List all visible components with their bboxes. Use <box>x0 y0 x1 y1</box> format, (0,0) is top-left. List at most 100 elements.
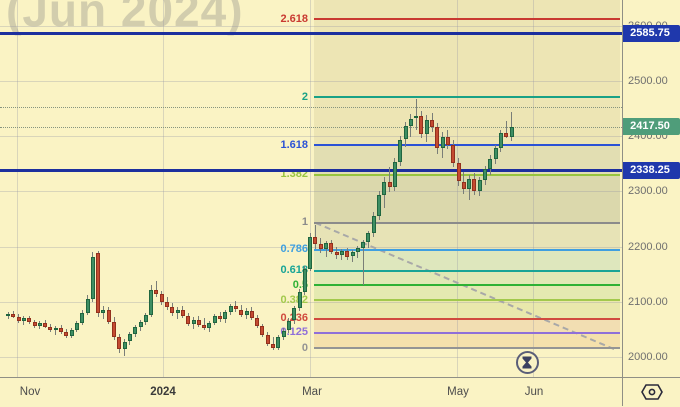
candle <box>186 316 191 324</box>
fib-line-1[interactable] <box>314 221 620 224</box>
candle <box>451 145 456 163</box>
fib-line-0.236[interactable] <box>314 317 620 320</box>
candle <box>472 179 477 192</box>
fib-band-2 <box>314 97 620 145</box>
candle <box>122 341 127 350</box>
fib-line-0.382[interactable] <box>314 299 620 302</box>
candle <box>504 132 509 138</box>
candle <box>456 162 461 182</box>
v-gridline <box>533 0 534 377</box>
candle <box>334 252 339 256</box>
candle-wick <box>325 241 327 257</box>
fib-line-0.786[interactable] <box>314 248 620 251</box>
fib-band-6 <box>314 249 620 271</box>
candle <box>281 330 286 338</box>
candle <box>154 289 159 294</box>
time-label-2024: 2024 <box>150 386 176 398</box>
candle <box>21 318 26 321</box>
chart-canvas[interactable]: (Jun 2024) 2.618 2 1.618 1.382 1 0.786 0.618 0.… <box>0 0 622 377</box>
fib-line-0.125[interactable] <box>314 331 620 334</box>
candle <box>313 236 318 245</box>
price-tick-label: 2000.00 <box>628 351 668 363</box>
candle <box>329 243 334 253</box>
candle-wick <box>415 98 417 130</box>
fib-line-1.382[interactable] <box>314 173 620 176</box>
candle <box>43 322 48 327</box>
candle <box>371 215 376 234</box>
time-label-Jun: Jun <box>524 386 544 398</box>
fib-label-1.382: 1.382 <box>280 168 308 181</box>
candle <box>196 319 201 325</box>
v-gridline <box>163 0 164 377</box>
candle <box>27 318 32 323</box>
candle <box>6 313 10 316</box>
horizontal-ray-2585.75[interactable] <box>0 32 622 36</box>
v-gridline <box>310 0 311 377</box>
fib-band-11 <box>314 332 620 349</box>
price-scale-settings-icon[interactable] <box>640 382 664 402</box>
candle <box>233 306 238 310</box>
candle <box>377 194 381 216</box>
fib-label-0: 0 <box>301 341 308 354</box>
expiry-hourglass-marker[interactable] <box>515 350 539 374</box>
candle <box>191 319 196 324</box>
candle <box>435 127 440 149</box>
candle <box>53 328 58 331</box>
candle <box>127 333 132 342</box>
fib-label-0.786: 0.786 <box>280 243 308 255</box>
price-badge-2338.25[interactable]: 2338.25 <box>623 161 680 179</box>
fib-label-0.382: 0.382 <box>280 293 308 306</box>
price-tick-label: 2500.00 <box>628 75 668 87</box>
price-dotted-line-0 <box>0 107 622 109</box>
candle <box>445 137 450 145</box>
candle <box>117 337 122 350</box>
fib-label-0.5: 0.5 <box>292 278 308 291</box>
candle-wick <box>177 307 179 320</box>
h-gridline <box>0 25 622 27</box>
candle <box>414 116 419 119</box>
price-tick-label: 2400.00 <box>628 130 668 143</box>
v-gridline <box>457 0 458 377</box>
candle <box>133 327 138 334</box>
horizontal-ray-2338.25[interactable] <box>0 168 622 172</box>
fib-line-1.618[interactable] <box>314 144 620 146</box>
time-axis[interactable]: Nov 2024 Mar May Jun <box>0 377 622 406</box>
fib-line-0.618[interactable] <box>314 269 620 272</box>
candle <box>477 180 482 192</box>
fib-line-0.5[interactable] <box>314 284 620 287</box>
fib-line-2.618[interactable] <box>314 18 620 21</box>
candle <box>239 309 244 315</box>
candle <box>32 322 37 327</box>
candle <box>440 137 445 149</box>
candle <box>292 308 297 321</box>
candle <box>403 126 408 140</box>
candle-wick <box>362 240 364 286</box>
candle <box>228 306 233 312</box>
price-tick-label: 2200.00 <box>628 240 668 253</box>
price-badge-2585.75[interactable]: 2585.75 <box>623 25 680 43</box>
fib-band-10 <box>314 318 620 333</box>
price-dotted-line-1 <box>0 126 622 128</box>
fib-label-0.618: 0.618 <box>280 264 308 277</box>
candle-wick <box>505 120 507 139</box>
fib-band-1 <box>314 19 620 97</box>
h-gridline <box>0 136 622 138</box>
fib-line-0[interactable] <box>314 347 620 350</box>
h-gridline <box>0 191 622 193</box>
candle <box>138 322 143 328</box>
time-label-Mar: Mar <box>302 386 322 398</box>
candle <box>218 316 222 320</box>
candle <box>276 337 281 349</box>
price-axis[interactable]: 2600.002500.002400.002300.002200.002100.… <box>622 0 680 377</box>
candle <box>74 322 79 330</box>
candle <box>461 181 466 190</box>
candle-wick <box>203 318 205 331</box>
candle <box>101 309 106 313</box>
fib-label-2: 2 <box>301 90 308 103</box>
candle <box>180 309 185 317</box>
price-badge-2417.50[interactable]: 2417.50 <box>623 118 680 135</box>
candle-wick <box>55 326 57 335</box>
candle <box>392 161 397 187</box>
fib-line-2[interactable] <box>314 96 620 98</box>
